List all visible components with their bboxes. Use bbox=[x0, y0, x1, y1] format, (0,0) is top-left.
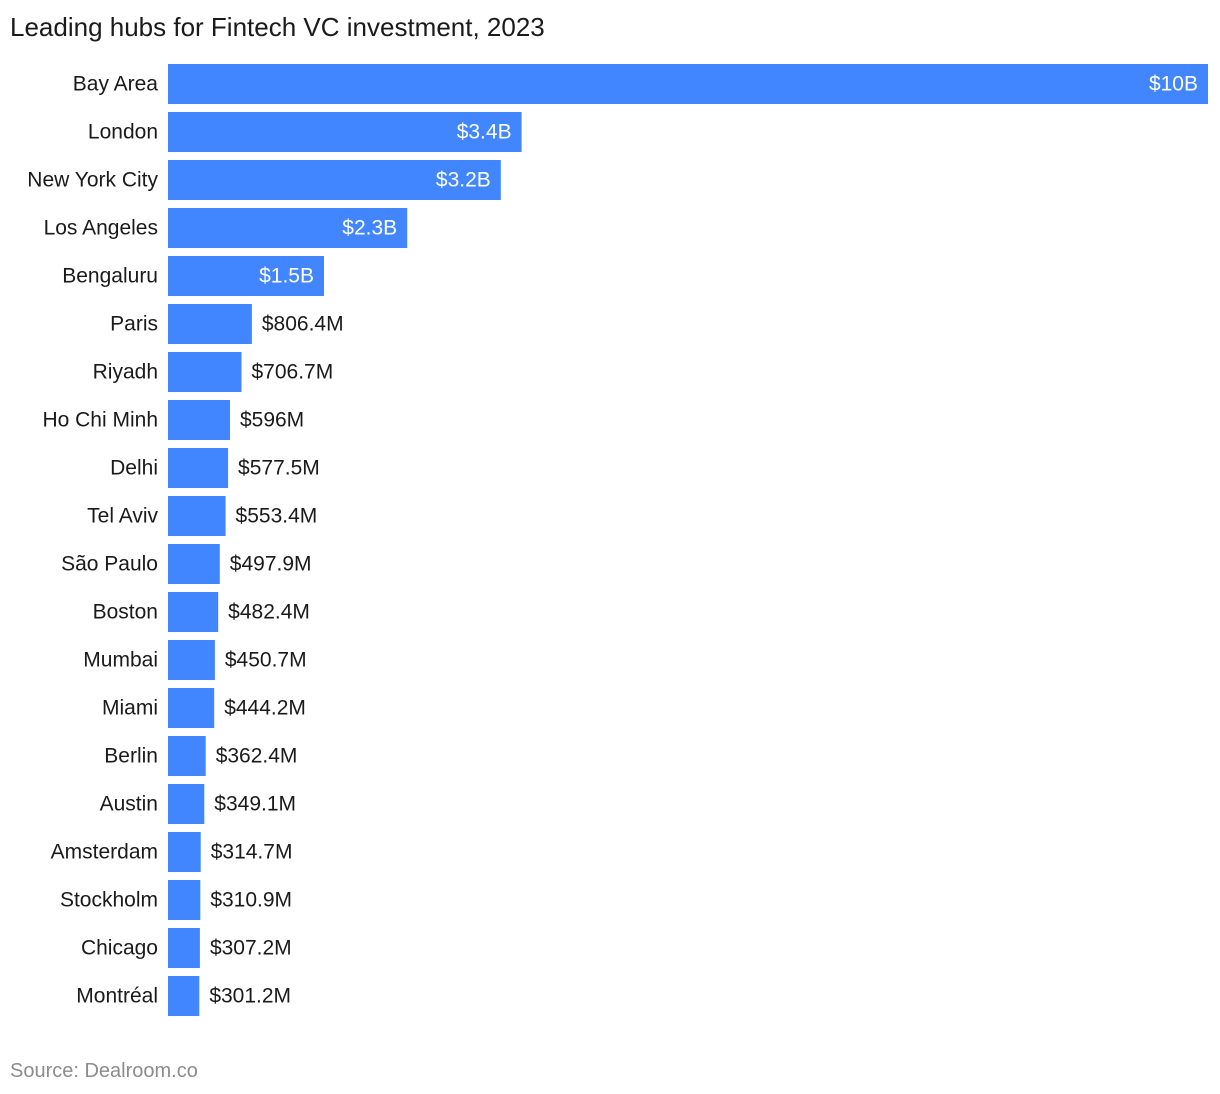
category-label: Chicago bbox=[81, 937, 158, 960]
value-label: $3.4B bbox=[457, 121, 512, 144]
bar[interactable] bbox=[168, 544, 220, 584]
bar[interactable] bbox=[168, 304, 252, 344]
bar[interactable] bbox=[168, 928, 200, 968]
bar[interactable] bbox=[168, 448, 229, 488]
bar[interactable] bbox=[168, 640, 215, 680]
value-label: $349.1M bbox=[214, 793, 296, 816]
bar[interactable] bbox=[168, 352, 242, 392]
category-label: New York City bbox=[27, 169, 158, 192]
bar[interactable] bbox=[168, 880, 201, 920]
bar[interactable] bbox=[168, 160, 501, 200]
value-label: $806.4M bbox=[262, 313, 344, 336]
value-label: $2.3B bbox=[342, 217, 397, 240]
category-label: Paris bbox=[110, 313, 158, 336]
category-label: Los Angeles bbox=[44, 217, 158, 240]
value-label: $10B bbox=[1149, 73, 1198, 96]
category-label: Amsterdam bbox=[51, 841, 158, 864]
value-label: $3.2B bbox=[436, 169, 491, 192]
value-label: $362.4M bbox=[216, 745, 298, 768]
value-label: $577.5M bbox=[238, 457, 320, 480]
bar[interactable] bbox=[168, 208, 408, 248]
source-note: Source: Dealroom.co bbox=[10, 1060, 198, 1082]
bar[interactable] bbox=[168, 64, 1208, 104]
bar[interactable] bbox=[168, 112, 522, 152]
category-label: Montréal bbox=[76, 985, 158, 1008]
value-label: $553.4M bbox=[236, 505, 318, 528]
bar[interactable] bbox=[168, 592, 219, 632]
category-label: Bengaluru bbox=[62, 265, 158, 288]
value-label: $497.9M bbox=[230, 553, 312, 576]
category-label: Delhi bbox=[110, 457, 158, 480]
category-label: Ho Chi Minh bbox=[42, 409, 158, 432]
category-label: Mumbai bbox=[83, 649, 158, 672]
bar[interactable] bbox=[168, 688, 215, 728]
value-label: $444.2M bbox=[224, 697, 306, 720]
value-label: $310.9M bbox=[210, 889, 292, 912]
bar[interactable] bbox=[168, 400, 230, 440]
value-label: $706.7M bbox=[251, 361, 333, 384]
bar[interactable] bbox=[168, 256, 324, 296]
value-label: $596M bbox=[240, 409, 304, 432]
value-label: $450.7M bbox=[225, 649, 307, 672]
category-label: Tel Aviv bbox=[87, 505, 158, 528]
bar[interactable] bbox=[168, 496, 226, 536]
category-label: London bbox=[88, 121, 158, 144]
category-label: Miami bbox=[102, 697, 158, 720]
bar[interactable] bbox=[168, 832, 201, 872]
value-label: $307.2M bbox=[210, 937, 292, 960]
category-label: Riyadh bbox=[93, 361, 158, 384]
category-label: Stockholm bbox=[60, 889, 158, 912]
category-label: São Paulo bbox=[61, 553, 158, 576]
category-label: Austin bbox=[100, 793, 158, 816]
category-label: Bay Area bbox=[73, 73, 159, 96]
category-label: Boston bbox=[93, 601, 158, 624]
bar[interactable] bbox=[168, 784, 205, 824]
value-label: $301.2M bbox=[209, 985, 291, 1008]
value-label: $1.5B bbox=[259, 265, 314, 288]
bar[interactable] bbox=[168, 736, 206, 776]
category-label: Berlin bbox=[104, 745, 158, 768]
bar[interactable] bbox=[168, 976, 200, 1016]
value-label: $482.4M bbox=[228, 601, 310, 624]
value-label: $314.7M bbox=[211, 841, 293, 864]
chart-title: Leading hubs for Fintech VC investment, … bbox=[10, 12, 545, 42]
